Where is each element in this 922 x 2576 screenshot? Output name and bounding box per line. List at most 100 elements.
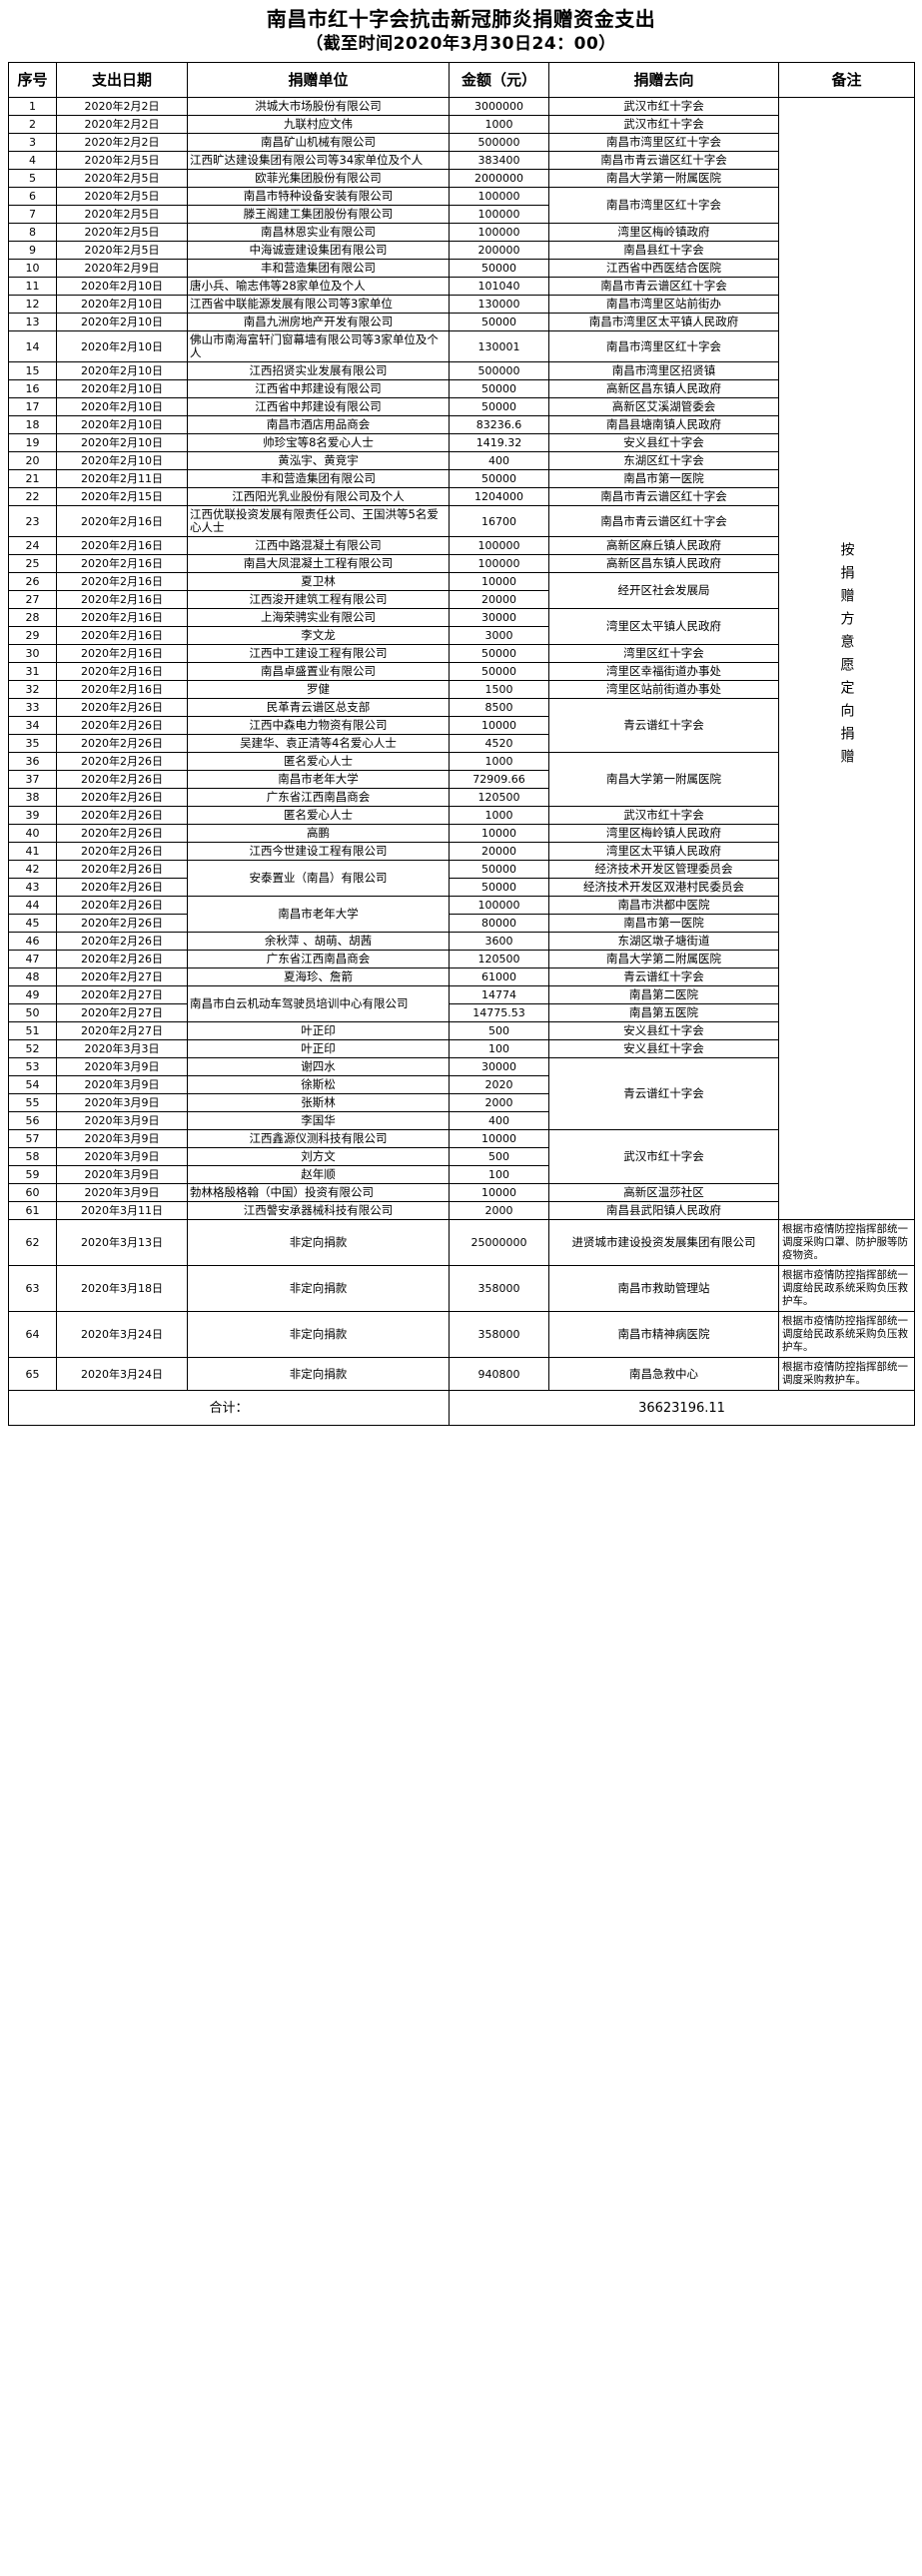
table-row: 25 2020年2月16日 南昌大凤混凝土工程有限公司 100000 高新区昌东镇人民政… <box>8 554 915 573</box>
cell-unit: 九联村应文伟 <box>187 115 450 134</box>
title-block: 南昌市红十字会抗击新冠肺炎捐赠资金支出 （截至时间2020年3月30日24：00… <box>8 0 914 62</box>
cell-unit: 佛山市南海富轩门窗幕墙有限公司等3家单位及个人 <box>187 330 450 362</box>
cell-amount: 100 <box>449 1039 549 1058</box>
table-row: 54 2020年3月9日 徐斯松 2020 <box>8 1075 915 1094</box>
cell-unit: 刘方文 <box>187 1147 450 1166</box>
table-row: 49 2020年2月27日 南昌市白云机动车驾驶员培训中心有限公司 14774 南昌第二… <box>8 985 915 1022</box>
table-row: 20 2020年2月10日 黄泓宇、黄竞宇 400 东湖区红十字会 <box>8 451 915 470</box>
cell-amount: 3000 <box>449 626 549 645</box>
table-row: 44 2020年2月26日 南昌市老年大学 100000 南昌市洪都中医院 <box>8 896 915 933</box>
cell-date: 2020年2月10日 <box>56 277 188 296</box>
col-header-remark: 备注 <box>778 62 915 98</box>
cell-destination: 南昌县武阳镇人民政府 <box>548 1201 779 1220</box>
table-row: 63 2020年3月18日 非定向捐款 358000 南昌市救助管理站 根据市疫情防控指挥… <box>8 1265 915 1312</box>
cell-index: 48 <box>8 967 57 986</box>
cell-unit: 帅珍宝等8名爱心人士 <box>187 433 450 452</box>
page-subtitle: （截至时间2020年3月30日24：00） <box>306 34 616 54</box>
cell-index: 29 <box>8 626 57 645</box>
table-row: 38 2020年2月26日 广东省江西南昌商会 120500 <box>8 788 915 807</box>
cell-index: 58 <box>8 1147 57 1166</box>
cell-index: 53 <box>8 1057 57 1076</box>
cell-destination: 南昌市湾里区红十字会 <box>548 187 779 224</box>
cell-destination: 经开区社会发展局 <box>548 572 779 609</box>
cell-unit: 罗健 <box>187 680 450 699</box>
cell-date: 2020年2月5日 <box>56 151 188 170</box>
cell-amount: 14775.53 <box>449 1003 549 1022</box>
table-row: 3 2020年2月2日 南昌矿山机械有限公司 500000 南昌市湾里区红十字会 <box>8 133 915 152</box>
cell-unit: 江西省中邦建设有限公司 <box>187 379 450 398</box>
cell-unit: 江西省中邦建设有限公司 <box>187 397 450 416</box>
cell-date: 2020年3月13日 <box>56 1219 188 1266</box>
cell-date: 2020年2月2日 <box>56 97 188 116</box>
total-value: 36623196.11 <box>449 1390 915 1426</box>
table-row: 30 2020年2月16日 江西中工建设工程有限公司 50000 湾里区红十字会 <box>8 644 915 663</box>
cell-amount: 50000 <box>449 860 549 879</box>
cell-index: 9 <box>8 241 57 260</box>
cell-index: 4 <box>8 151 57 170</box>
cell-amount: 20000 <box>449 842 549 861</box>
cell-destination: 湾里区太平镇人民政府 <box>548 608 779 645</box>
cell-destination: 南昌市青云谱区红十字会 <box>548 505 779 537</box>
cell-date: 2020年2月16日 <box>56 644 188 663</box>
cell-amount: 101040 <box>449 277 549 296</box>
cell-index: 41 <box>8 842 57 861</box>
cell-date: 2020年2月16日 <box>56 680 188 699</box>
cell-destination: 经济技术开发区双港村民委员会 <box>548 878 779 897</box>
table-row: 33 2020年2月26日 民革青云谱区总支部 8500 青云谱红十字会 <box>8 698 915 753</box>
cell-unit: 非定向捐款 <box>187 1311 450 1358</box>
page-title: 南昌市红十字会抗击新冠肺炎捐赠资金支出 <box>266 7 656 31</box>
cell-amount: 130000 <box>449 295 549 314</box>
cell-unit: 江西浚开建筑工程有限公司 <box>187 590 450 609</box>
cell-destination: 南昌市湾里区招贤镇 <box>548 361 779 380</box>
col-header-date: 支出日期 <box>56 62 188 98</box>
cell-destination: 南昌大学第一附属医院 <box>548 169 779 188</box>
cell-index: 13 <box>8 313 57 331</box>
cell-date: 2020年2月26日 <box>56 716 188 735</box>
cell-index: 56 <box>8 1111 57 1130</box>
cell-date: 2020年2月26日 <box>56 788 188 807</box>
cell-destination: 南昌第二医院 <box>548 985 779 1004</box>
cell-index: 39 <box>8 806 57 825</box>
cell-unit: 夏海珍、詹箭 <box>187 967 450 986</box>
cell-date: 2020年2月5日 <box>56 205 188 224</box>
cell-amount: 10000 <box>449 1183 549 1202</box>
cell-date: 2020年2月5日 <box>56 223 188 242</box>
col-header-unit: 捐赠单位 <box>187 62 450 98</box>
cell-unit: 南昌市老年大学 <box>187 770 450 789</box>
cell-destination: 南昌市青云谱区红十字会 <box>548 151 779 170</box>
cell-date: 2020年2月26日 <box>56 950 188 968</box>
cell-date: 2020年2月27日 <box>56 1003 188 1022</box>
cell-date: 2020年2月16日 <box>56 572 188 591</box>
cell-date: 2020年2月5日 <box>56 169 188 188</box>
cell-date: 2020年3月24日 <box>56 1357 188 1391</box>
donation-expenditure-sheet: 南昌市红十字会抗击新冠肺炎捐赠资金支出 （截至时间2020年3月30日24：00… <box>8 0 915 1426</box>
cell-index: 11 <box>8 277 57 296</box>
cell-unit: 南昌市酒店用品商会 <box>187 415 450 434</box>
table-row: 8 2020年2月5日 南昌林恩实业有限公司 100000 湾里区梅岭镇政府 <box>8 223 915 242</box>
cell-date: 2020年2月26日 <box>56 860 188 879</box>
cell-date: 2020年2月10日 <box>56 433 188 452</box>
cell-index: 22 <box>8 487 57 506</box>
cell-remark: 根据市疫情防控指挥部统一调度给民政系统采购负压救护车。 <box>778 1265 915 1312</box>
cell-index: 5 <box>8 169 57 188</box>
cell-unit: 高鹏 <box>187 824 450 843</box>
cell-amount: 50000 <box>449 313 549 331</box>
cell-index: 18 <box>8 415 57 434</box>
cell-destination: 武汉市红十字会 <box>548 1129 779 1184</box>
cell-amount: 1419.32 <box>449 433 549 452</box>
cell-amount: 50000 <box>449 397 549 416</box>
cell-index: 28 <box>8 608 57 627</box>
cell-date: 2020年2月26日 <box>56 878 188 897</box>
cell-date: 2020年3月9日 <box>56 1183 188 1202</box>
cell-index: 8 <box>8 223 57 242</box>
donation-table: 序号 支出日期 捐赠单位 金额（元） 捐赠去向 备注 1 2020年2月2日 洪城大… <box>8 62 915 1426</box>
cell-date: 2020年3月3日 <box>56 1039 188 1058</box>
cell-date: 2020年2月10日 <box>56 415 188 434</box>
cell-destination: 湾里区站前街道办事处 <box>548 680 779 699</box>
total-label: 合计： <box>8 1390 450 1426</box>
cell-amount: 2020 <box>449 1075 549 1094</box>
cell-date: 2020年3月9日 <box>56 1093 188 1112</box>
table-row: 12 2020年2月10日 江西省中联能源发展有限公司等3家单位 130000 南昌市湾… <box>8 295 915 314</box>
table-row: 9 2020年2月5日 中海诚壹建设集团有限公司 200000 南昌县红十字会 <box>8 241 915 260</box>
cell-destination: 南昌县红十字会 <box>548 241 779 260</box>
